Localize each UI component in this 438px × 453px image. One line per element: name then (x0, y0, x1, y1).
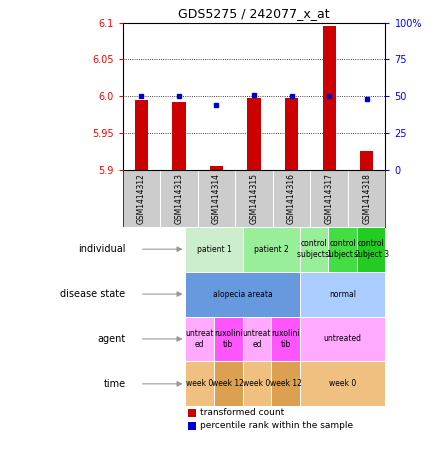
Text: alopecia areata: alopecia areata (213, 289, 272, 299)
Text: GSM1414314: GSM1414314 (212, 173, 221, 224)
Text: untreated: untreated (324, 334, 362, 343)
Bar (271, 361, 300, 406)
Bar (285, 98, 298, 169)
Bar (185, 317, 214, 361)
Text: control
subject 1: control subject 1 (297, 240, 332, 259)
Bar (243, 317, 271, 361)
Text: disease state: disease state (60, 289, 126, 299)
Text: patient 1: patient 1 (197, 245, 231, 254)
Bar (300, 272, 385, 317)
Bar (300, 317, 385, 361)
Bar (360, 151, 373, 169)
Text: week 0: week 0 (329, 379, 356, 388)
Text: control
subject 3: control subject 3 (353, 240, 389, 259)
Text: untreat
ed: untreat ed (186, 329, 214, 349)
Bar (135, 100, 148, 169)
Text: individual: individual (78, 244, 126, 254)
Bar (243, 226, 300, 272)
Text: control
subject 2: control subject 2 (325, 240, 360, 259)
Text: transformed count: transformed count (200, 409, 284, 417)
Text: time: time (103, 379, 126, 389)
Bar (300, 226, 328, 272)
Bar (243, 361, 271, 406)
Text: normal: normal (329, 289, 356, 299)
Bar (188, 409, 196, 417)
Bar (210, 166, 223, 169)
Bar (271, 317, 300, 361)
Text: GSM1414317: GSM1414317 (325, 173, 334, 224)
Text: week 0: week 0 (186, 379, 213, 388)
Title: GDS5275 / 242077_x_at: GDS5275 / 242077_x_at (178, 7, 330, 20)
Bar (173, 102, 186, 169)
Text: GSM1414318: GSM1414318 (362, 173, 371, 224)
Text: GSM1414312: GSM1414312 (137, 173, 146, 224)
Bar (328, 226, 357, 272)
Text: GSM1414313: GSM1414313 (174, 173, 184, 224)
Text: ruxolini
tib: ruxolini tib (271, 329, 300, 349)
Bar (300, 361, 385, 406)
Text: percentile rank within the sample: percentile rank within the sample (200, 421, 353, 430)
Bar (214, 361, 243, 406)
Bar (214, 317, 243, 361)
Bar (185, 226, 243, 272)
Bar (322, 26, 336, 169)
Text: agent: agent (97, 334, 126, 344)
Bar (247, 97, 261, 169)
Bar (185, 272, 300, 317)
Text: week 0: week 0 (243, 379, 271, 388)
Text: week 12: week 12 (212, 379, 244, 388)
Text: GSM1414315: GSM1414315 (250, 173, 258, 224)
Bar (185, 361, 214, 406)
Text: GSM1414316: GSM1414316 (287, 173, 296, 224)
Text: untreat
ed: untreat ed (243, 329, 271, 349)
Bar (357, 226, 385, 272)
Text: week 12: week 12 (269, 379, 301, 388)
Text: ruxolini
tib: ruxolini tib (214, 329, 243, 349)
Text: patient 2: patient 2 (254, 245, 289, 254)
Bar (188, 422, 196, 430)
